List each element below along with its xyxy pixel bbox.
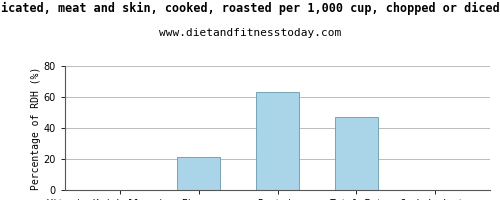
Bar [334, 117, 378, 190]
Bar [256, 92, 299, 190]
Text: www.dietandfitnesstoday.com: www.dietandfitnesstoday.com [159, 28, 341, 38]
Y-axis label: Percentage of RDH (%): Percentage of RDH (%) [31, 66, 41, 190]
Bar [177, 157, 220, 190]
Text: icated, meat and skin, cooked, roasted per 1,000 cup, chopped or diced: icated, meat and skin, cooked, roasted p… [0, 2, 500, 15]
